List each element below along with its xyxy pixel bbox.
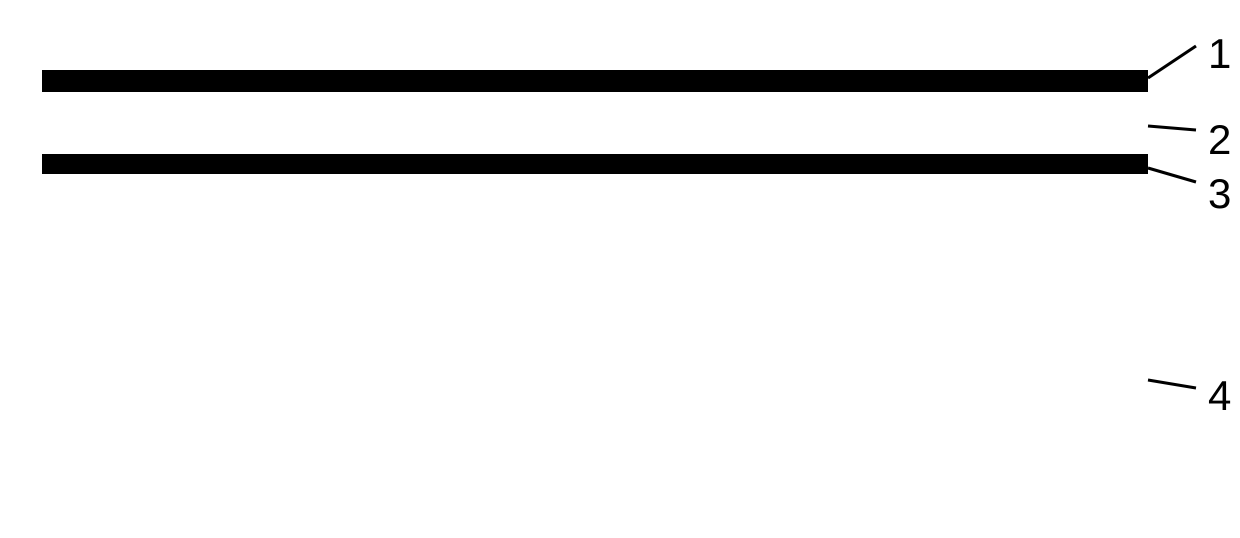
lead-line-4 <box>0 0 1240 538</box>
figure-container: 1234 <box>0 0 1240 538</box>
label-4: 4 <box>1208 372 1231 420</box>
